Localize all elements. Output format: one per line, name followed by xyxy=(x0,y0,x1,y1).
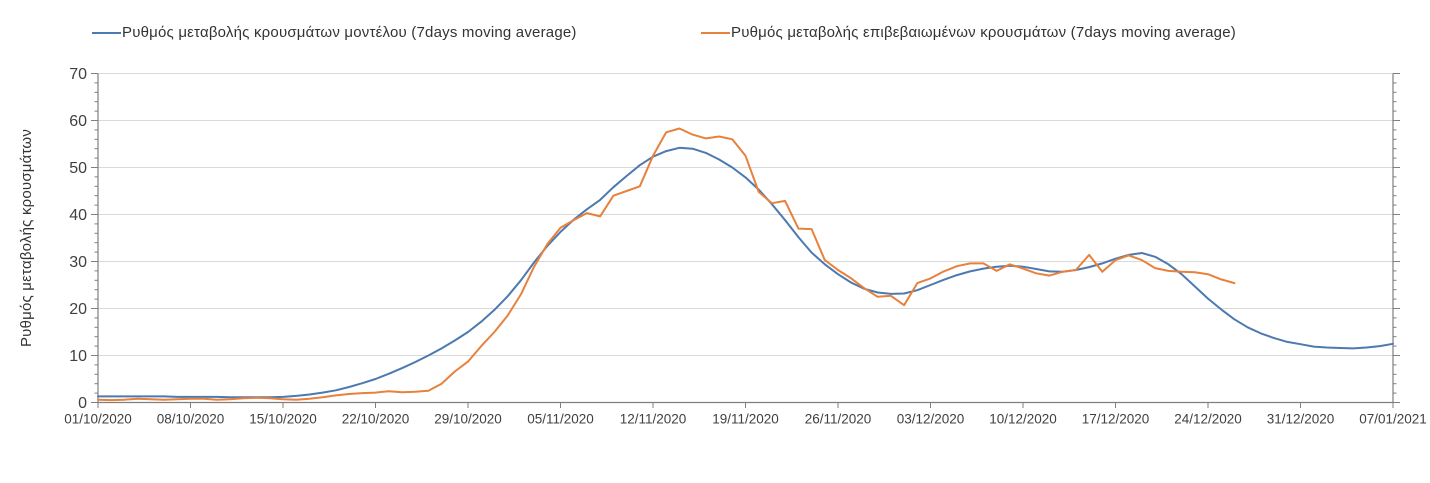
y-tick-label: 30 xyxy=(69,254,87,271)
x-tick-label: 12/11/2020 xyxy=(620,412,687,427)
chart-legend: Ρυθμός μεταβολής κρουσμάτων μοντέλου (7d… xyxy=(0,24,1430,46)
x-tick-label: 26/11/2020 xyxy=(805,412,872,427)
x-tick-label: 05/11/2020 xyxy=(527,412,594,427)
x-tick-label: 22/10/2020 xyxy=(342,412,410,427)
y-tick-label: 10 xyxy=(69,348,87,365)
y-axis-title: Ρυθμός μεταβολής κρουσμάτων xyxy=(18,128,35,348)
y-tick-label: 70 xyxy=(69,66,87,83)
legend-confirmed-label: Ρυθμός μεταβολής επιβεβαιωμένων κρουσμάτ… xyxy=(731,24,1236,41)
y-tick-label: 20 xyxy=(69,301,87,318)
y-tick-label: 60 xyxy=(69,113,87,130)
x-tick-label: 07/01/2021 xyxy=(1359,412,1427,427)
legend-item-model: Ρυθμός μεταβολής κρουσμάτων μοντέλου (7d… xyxy=(92,24,577,41)
x-tick-label: 19/11/2020 xyxy=(712,412,779,427)
confirmed-line-swatch-icon xyxy=(701,31,730,34)
y-tick-label: 50 xyxy=(69,160,87,177)
y-tick-label: 0 xyxy=(78,395,87,412)
y-tick-label: 40 xyxy=(69,207,87,224)
model-line-swatch-icon xyxy=(92,31,121,34)
legend-item-confirmed: Ρυθμός μεταβολής επιβεβαιωμένων κρουσμάτ… xyxy=(701,24,1236,41)
legend-model-label: Ρυθμός μεταβολής κρουσμάτων μοντέλου (7d… xyxy=(122,24,577,41)
x-tick-label: 15/10/2020 xyxy=(249,412,317,427)
confirmed-series-line xyxy=(97,127,1236,402)
x-tick-label: 29/10/2020 xyxy=(434,412,502,427)
x-tick-label: 08/10/2020 xyxy=(157,412,225,427)
x-tick-label: 17/12/2020 xyxy=(1082,412,1150,427)
x-tick-label: 31/12/2020 xyxy=(1267,412,1335,427)
x-tick-label: 24/12/2020 xyxy=(1174,412,1242,427)
x-tick-label: 03/12/2020 xyxy=(897,412,965,427)
x-tick-label: 01/10/2020 xyxy=(64,412,132,427)
x-tick-label: 10/12/2020 xyxy=(989,412,1057,427)
